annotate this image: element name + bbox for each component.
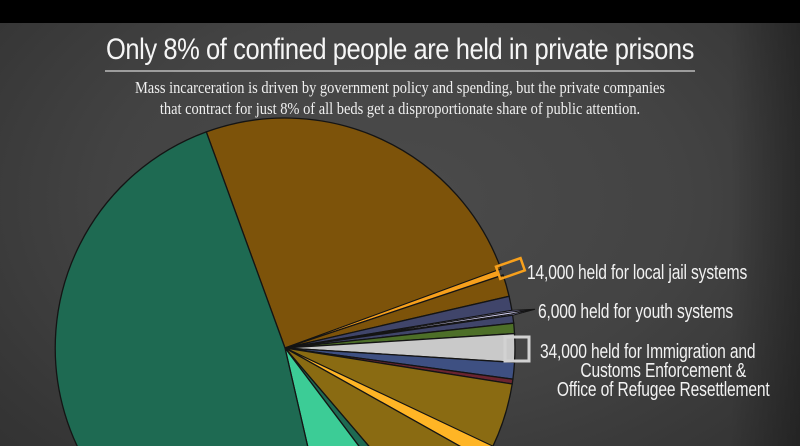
- subtitle-line-2: that contract for just 8% of all beds ge…: [159, 99, 641, 118]
- pie-slice-teal-strip: [284, 347, 370, 446]
- pie-slice-large-brown-slice: [205, 117, 502, 349]
- subtitle-line-1: Mass incarceration is driven by governme…: [134, 78, 666, 97]
- page-title: Only 8% of confined people are held in p…: [105, 33, 695, 66]
- callout-label-ice-orr-line1: 34,000 held for Immigration and: [540, 341, 756, 363]
- top-black-bar: [0, 0, 800, 23]
- callout-label-local-jails: 14,000 held for local jail systems: [527, 262, 748, 284]
- callout-label-youth: 6,000 held for youth systems: [538, 301, 734, 323]
- callout-label-ice-orr: 34,000 held for Immigration and Customs …: [540, 341, 786, 401]
- local-jails-callout-box-group: [494, 256, 527, 281]
- pie-slice-large-teal-slice: [54, 131, 309, 446]
- pie-slice-large-gold-slice: [284, 347, 513, 446]
- callout-label-ice-orr-line2: Customs Enforcement &: [580, 360, 747, 382]
- title-divider: [105, 70, 695, 72]
- local-jails-callout-box: [494, 256, 527, 281]
- pie-slice-gold-slice-lower: [284, 347, 461, 446]
- ice-orr-callout-box: [503, 335, 531, 363]
- callout-label-ice-orr-line3: Office of Refugee Resettlement: [556, 379, 770, 401]
- pie-slices-group: [54, 117, 536, 446]
- pie-slice-bright-teal-slice: [284, 347, 360, 446]
